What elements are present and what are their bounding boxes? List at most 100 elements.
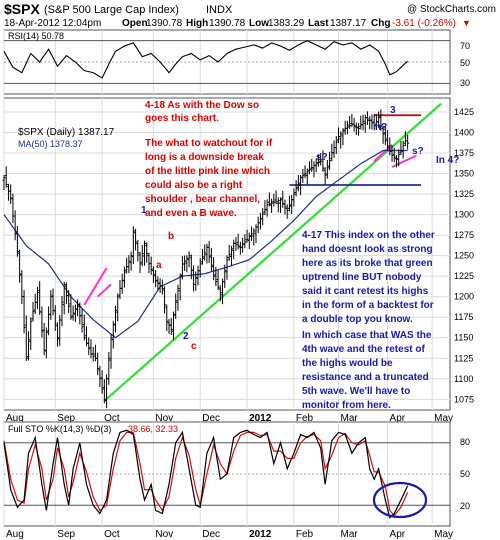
price-bar: [145, 242, 149, 263]
price-bar: [394, 154, 398, 168]
header-credit: @ StockCharts.com: [407, 4, 496, 15]
price-bar: [214, 266, 218, 286]
note-417-line-10: the highs would be: [302, 358, 393, 369]
price-bar: [189, 254, 193, 280]
price-bar: [169, 318, 173, 335]
price-bar: [2, 175, 6, 190]
price-bar: [399, 140, 403, 155]
x-tick-label: Sep: [57, 413, 75, 424]
note-417-line-6: in the form of a backtest for: [302, 300, 434, 311]
price-bar: [31, 301, 35, 322]
price-bar: [357, 122, 361, 136]
price-bar: [319, 153, 323, 166]
price-bar: [138, 251, 142, 274]
down-arrow-icon: ▼: [462, 18, 471, 28]
header-high-label: High: [186, 18, 208, 29]
price-bar: [401, 140, 405, 159]
price-bar: [49, 290, 53, 320]
price-bar: [194, 271, 198, 291]
price-bar: [337, 127, 340, 144]
note-418-line-1: 4-18 As with the Dow so: [145, 100, 259, 111]
price-bar: [234, 237, 238, 251]
sto-level-50: 50: [460, 469, 470, 479]
note-417-line-3: here as its broke that green: [302, 258, 433, 269]
price-bar: [250, 226, 254, 241]
price-bar: [96, 352, 100, 376]
price-bar: [285, 204, 289, 219]
price-tick-label: 1100: [454, 374, 473, 384]
watch-line-3: of the little pink line which: [145, 166, 270, 177]
price-bar: [397, 149, 401, 167]
note-417-line-13: monitor from here.: [302, 400, 391, 411]
price-bar: [323, 167, 327, 185]
rsi-level-30: 30: [460, 78, 470, 88]
price-bar: [69, 294, 73, 320]
price-bar: [178, 273, 182, 301]
price-bar: [154, 270, 158, 288]
price-bar: [4, 166, 8, 188]
price-bar: [386, 130, 390, 151]
price-bar: [310, 158, 314, 172]
price-tick-label: 1325: [454, 189, 474, 199]
in4-mark: In 4?: [436, 155, 459, 166]
header-symbol: $SPX: [4, 1, 40, 17]
s-right-mark: s?: [412, 146, 424, 157]
price-bar: [136, 239, 140, 262]
price-bar: [151, 266, 155, 283]
rsi-level-50: 50: [460, 58, 470, 68]
x-tick-label: Apr: [390, 413, 406, 424]
price-bar: [247, 232, 251, 249]
price-tick-label: 1375: [454, 148, 474, 158]
price-bar: [24, 315, 28, 361]
price-bar: [107, 352, 111, 385]
sto-level-80: 80: [460, 437, 470, 447]
price-bar: [381, 125, 385, 144]
price-bar: [272, 193, 276, 207]
price-bar: [354, 122, 358, 135]
price-bar: [303, 165, 307, 178]
price-bar: [216, 270, 220, 291]
price-bar: [27, 331, 31, 361]
price-bar: [301, 169, 305, 183]
price-bar: [308, 161, 312, 175]
price-bar: [227, 244, 231, 261]
price-bar: [131, 226, 135, 265]
price-tick-label: 1400: [454, 127, 474, 137]
price-bar: [160, 279, 164, 295]
price-bar: [345, 120, 349, 135]
price-bar: [294, 180, 298, 197]
price-bar: [352, 117, 356, 132]
note-418-line-2: goes this chart.: [145, 113, 219, 124]
header-low-label: Low: [249, 18, 269, 29]
price-tick-label: 1200: [454, 292, 474, 302]
header-exchange: INDX: [206, 4, 233, 16]
wave-label-3: 3: [390, 105, 396, 116]
x-tick-label: May: [434, 529, 453, 540]
price-tick-label: 1425: [454, 107, 474, 117]
price-bar: [183, 255, 187, 271]
price-bar: [82, 314, 86, 341]
x-tick-label: Feb: [296, 529, 314, 540]
price-bar: [9, 184, 13, 204]
price-bar: [76, 299, 80, 317]
x-tick-label: 2012: [249, 529, 272, 540]
price-bar: [296, 174, 300, 192]
note-417-line-11: resistance and a truncated: [302, 372, 429, 383]
watch-line-2: long is a downside break: [145, 152, 264, 163]
header-date: 18-Apr-2012 12:04pm: [4, 18, 101, 29]
wave-label-b: b: [168, 231, 174, 242]
price-bar: [370, 114, 374, 130]
price-bar: [114, 305, 117, 333]
price-tick-label: 1350: [454, 169, 474, 179]
price-bar: [116, 293, 120, 322]
price-bar: [62, 281, 66, 315]
price-bar: [281, 190, 285, 208]
price-bar: [245, 229, 249, 243]
x-tick-label: Aug: [6, 413, 24, 424]
price-bar: [209, 247, 213, 271]
x-tick-label: Mar: [341, 413, 359, 424]
price-bar: [274, 190, 278, 205]
header-open: 1390.78: [146, 18, 183, 29]
sto-label-a: Full STO %K(14,3) %D(3): [8, 424, 111, 434]
price-tick-label: 1225: [454, 271, 474, 281]
